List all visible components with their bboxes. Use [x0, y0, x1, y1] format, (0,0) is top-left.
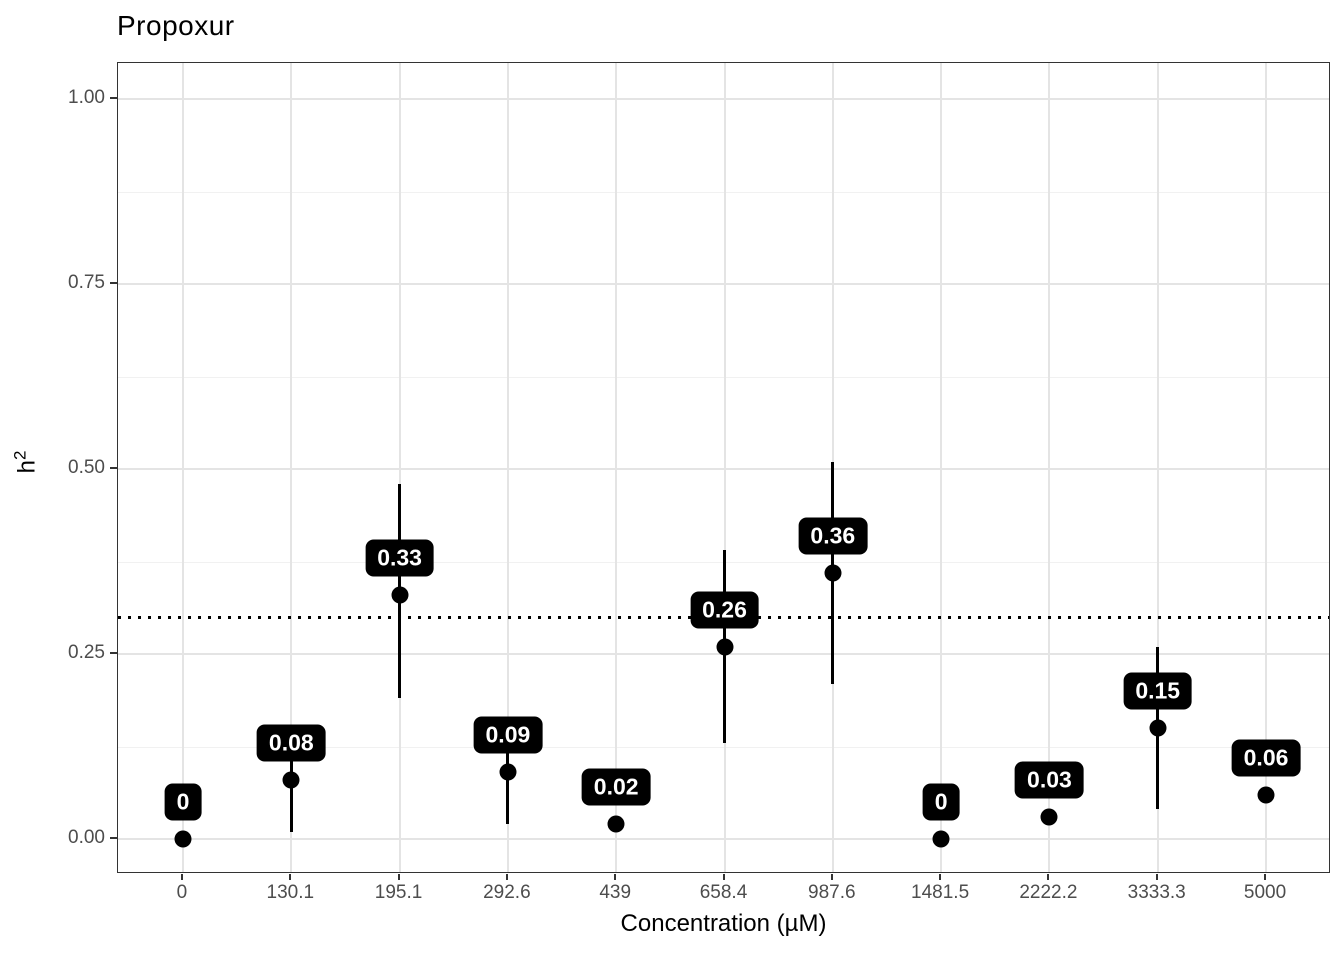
y-tick-label: 0.25 — [68, 642, 105, 663]
y-tick-mark — [110, 97, 117, 99]
data-point — [932, 830, 950, 848]
x-major-gridline — [615, 63, 618, 872]
x-major-gridline — [940, 63, 943, 872]
y-tick-label: 0.00 — [68, 827, 105, 848]
value-label: 0 — [922, 783, 960, 821]
x-tick-label: 3333.3 — [1127, 882, 1186, 903]
value-label: 0.36 — [798, 517, 868, 555]
y-tick-mark — [110, 652, 117, 654]
x-tick-mark — [1155, 874, 1158, 880]
data-point — [607, 815, 625, 833]
value-label: 0.33 — [365, 539, 434, 577]
y-tick-label: 1.00 — [68, 87, 105, 108]
x-tick-mark — [180, 874, 183, 880]
x-tick-label: 5000 — [1243, 882, 1287, 903]
plot-panel: 0 0.08 0.33 0.09 0.02 0.26 0.36 0 0.03 0.15 0.06 — [117, 62, 1330, 873]
x-tick-mark — [722, 874, 725, 880]
data-point — [282, 771, 300, 789]
value-label: 0.03 — [1015, 761, 1084, 799]
x-tick-mark — [289, 874, 292, 880]
value-label: 0.08 — [256, 724, 326, 762]
data-point — [824, 564, 842, 582]
x-major-gridline — [181, 63, 184, 872]
value-label: 0 — [164, 783, 202, 821]
x-major-gridline — [1265, 63, 1268, 872]
x-major-gridline — [506, 63, 509, 872]
y-tick-label: 0.75 — [68, 272, 105, 293]
y-tick-label: 0.50 — [68, 457, 105, 478]
x-major-gridline — [290, 63, 293, 872]
data-point — [391, 586, 409, 604]
x-tick-label: 439 — [599, 882, 632, 903]
x-tick-mark — [397, 874, 400, 880]
y-tick-mark — [110, 837, 117, 839]
x-tick-label: 1481.5 — [911, 882, 970, 903]
y-tick-mark — [110, 282, 117, 284]
x-tick-label: 130.1 — [266, 882, 315, 903]
x-tick-label: 987.6 — [808, 882, 856, 903]
x-tick-mark — [1047, 874, 1050, 880]
x-tick-mark — [939, 874, 942, 880]
x-axis-label: Concentration (µM) — [620, 910, 827, 937]
x-tick-mark — [505, 874, 508, 880]
data-point — [499, 763, 517, 781]
x-tick-label: 0 — [176, 882, 188, 903]
value-label: 0.02 — [581, 768, 651, 806]
x-tick-mark — [830, 874, 833, 880]
x-major-gridline — [1156, 63, 1159, 872]
x-tick-label: 2222.2 — [1019, 882, 1078, 903]
y-tick-mark — [110, 467, 117, 469]
x-tick-label: 658.4 — [699, 882, 748, 903]
data-point — [1257, 786, 1275, 804]
value-label: 0.26 — [690, 591, 759, 629]
data-point — [1149, 719, 1167, 737]
value-label: 0.15 — [1123, 672, 1193, 710]
x-major-gridline — [723, 63, 726, 872]
x-tick-mark — [1264, 874, 1267, 880]
x-tick-label: 292.6 — [483, 882, 531, 903]
x-tick-label: 195.1 — [374, 882, 423, 903]
value-label: 0.09 — [473, 716, 543, 754]
x-major-gridline — [1048, 63, 1051, 872]
data-point — [1040, 808, 1058, 826]
data-point — [174, 830, 192, 848]
data-point — [716, 638, 733, 656]
chart-title: Propoxur — [117, 10, 235, 41]
x-tick-mark — [614, 874, 617, 880]
value-label: 0.06 — [1231, 739, 1301, 777]
x-major-gridline — [398, 63, 401, 872]
